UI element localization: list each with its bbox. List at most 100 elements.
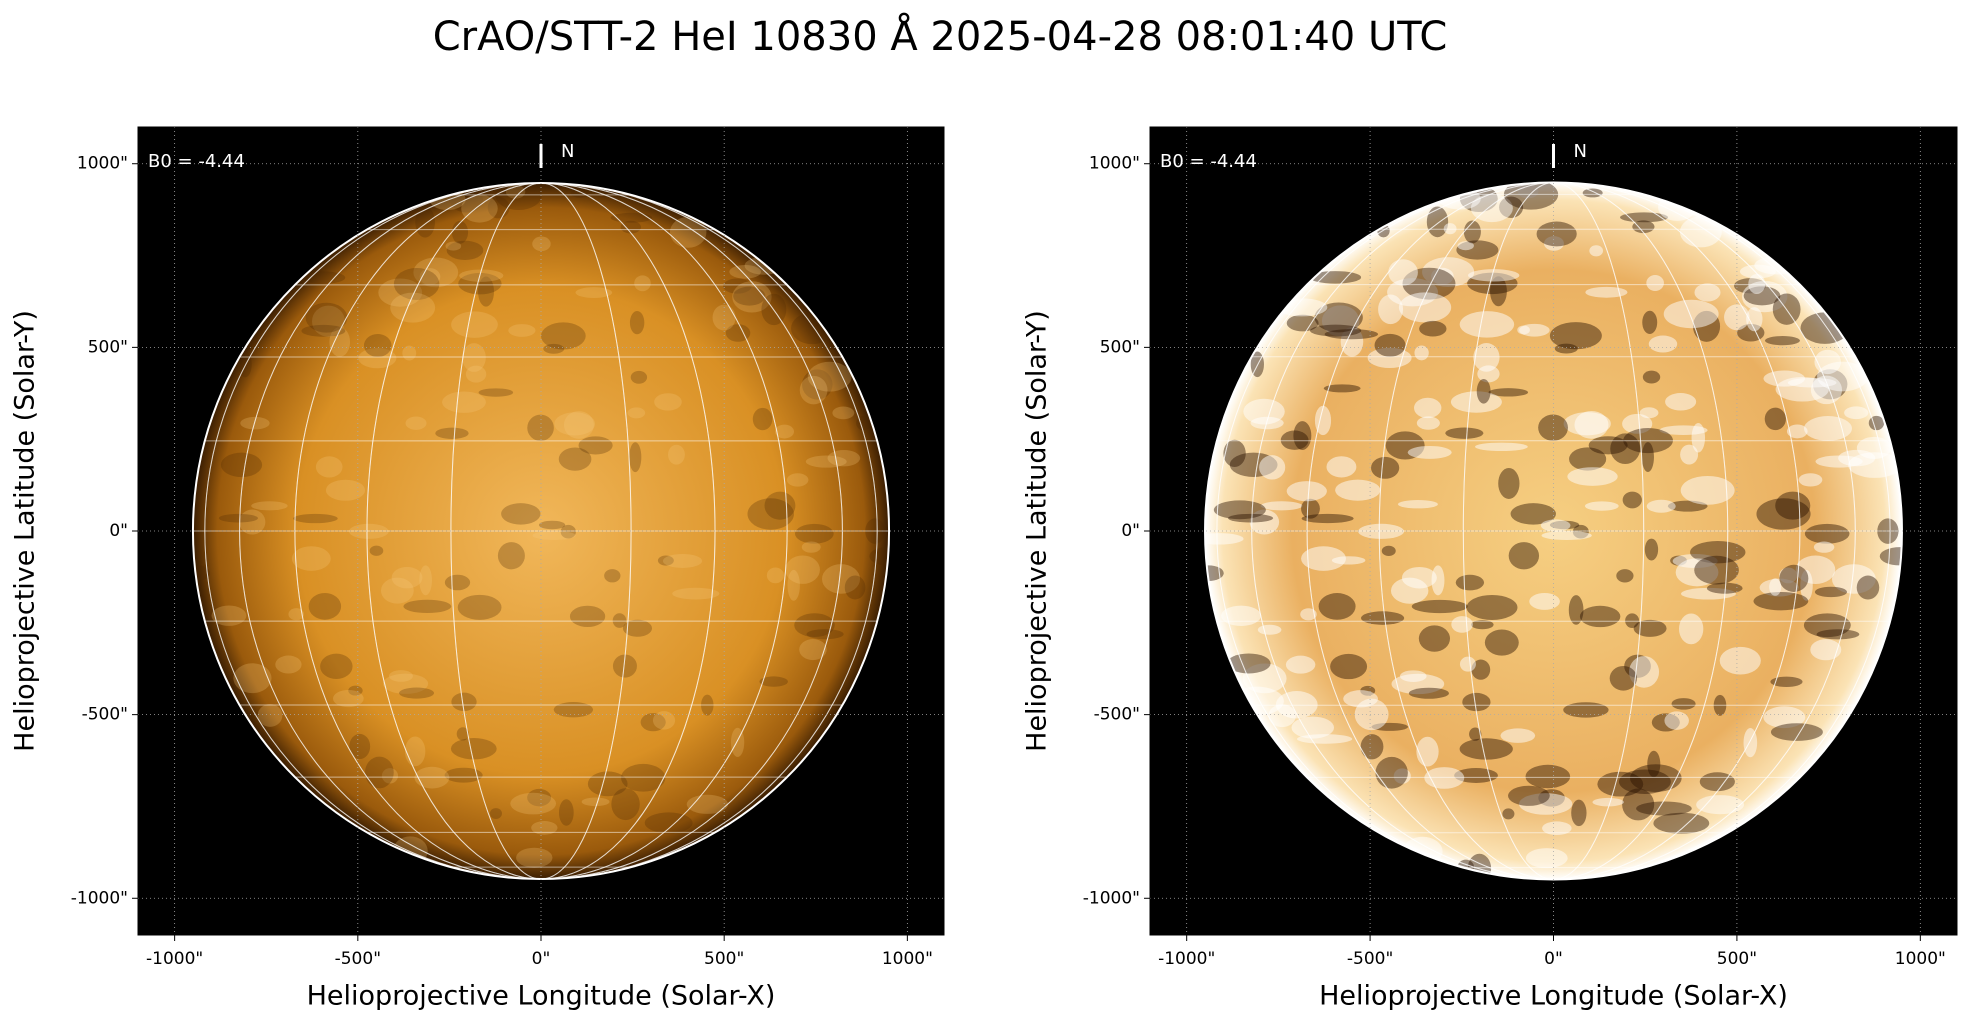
texture-patch (1632, 220, 1655, 234)
texture-patch (1694, 555, 1739, 585)
texture-patch (415, 206, 435, 238)
texture-patch (1763, 370, 1806, 387)
texture-patch (1786, 424, 1808, 439)
texture-patch (1469, 727, 1482, 741)
texture-patch (1463, 220, 1481, 244)
texture-patch (1694, 283, 1721, 302)
texture-patch (1622, 788, 1655, 821)
texture-patch (388, 670, 413, 682)
texture-patch (1393, 768, 1411, 784)
texture-patch (1354, 698, 1389, 731)
texture-patch (358, 347, 397, 369)
texture-patch (629, 442, 642, 473)
texture-patch (1226, 653, 1271, 674)
texture-patch (1391, 673, 1445, 695)
texture-patch (604, 569, 621, 583)
texture-patch (1609, 665, 1638, 691)
texture-patch (1675, 558, 1719, 587)
annotation: B0 = -4.44 (148, 151, 245, 172)
texture-patch (1285, 655, 1316, 674)
texture-patch (1291, 716, 1335, 739)
texture-patch (553, 701, 594, 718)
texture-patch (240, 416, 270, 430)
texture-patch (1680, 444, 1699, 465)
texture-patch (532, 236, 551, 252)
texture-patch (1476, 378, 1491, 404)
texture-patch (560, 524, 576, 539)
texture-patch (1205, 565, 1224, 581)
texture-patch (1323, 384, 1361, 393)
texture-patch (1641, 442, 1654, 473)
texture-patch (333, 689, 364, 708)
texture-patch (747, 498, 794, 530)
texture-patch (1525, 764, 1571, 789)
texture-patch (1431, 565, 1445, 596)
texture-patch (1228, 513, 1274, 523)
texture-patch (391, 566, 423, 589)
texture-patch (516, 847, 553, 868)
texture-patch (1314, 405, 1332, 436)
texture-patch (1314, 302, 1363, 333)
texture-patch (644, 812, 693, 834)
texture-patch (856, 416, 871, 431)
texture-patch (1804, 523, 1850, 544)
texture-patch (1549, 322, 1602, 350)
texture-patch (1381, 545, 1396, 556)
texture-patch (1331, 556, 1366, 565)
texture-patch (456, 727, 469, 741)
texture-patch (1678, 613, 1704, 645)
plot-frame (1149, 126, 1958, 936)
texture-patch (1540, 519, 1571, 532)
texture-patch (1775, 491, 1811, 520)
texture-patch (1416, 736, 1439, 767)
texture-patch (1856, 575, 1880, 600)
texture-patch (1525, 848, 1568, 869)
texture-patch (764, 491, 796, 520)
texture-patch (1739, 264, 1776, 279)
texture-patch (1419, 320, 1447, 337)
texture-patch (1770, 723, 1823, 741)
texture-patch (1459, 311, 1515, 338)
texture-patch (1630, 764, 1682, 792)
texture-patch (275, 655, 302, 674)
texture-patch (1696, 795, 1745, 815)
north-label: N (1574, 141, 1587, 162)
texture-patch (657, 555, 674, 566)
texture-patch (527, 788, 552, 807)
texture-patch (1584, 501, 1619, 511)
texture-patch (1664, 711, 1689, 730)
texture-patch (1816, 629, 1860, 640)
texture-patch (532, 530, 576, 541)
texture-patch (414, 766, 450, 789)
texture-patch (192, 565, 211, 581)
texture-patch (413, 257, 459, 288)
texture-patch (288, 608, 305, 621)
texture-patch (554, 412, 596, 436)
texture-patch (634, 275, 651, 292)
texture-patch (1466, 594, 1518, 620)
texture-patch (531, 821, 558, 835)
texture-patch (251, 501, 288, 511)
texture-patch (1582, 188, 1603, 198)
texture-patch (805, 455, 847, 468)
texture-patch (300, 271, 346, 284)
texture-patch (403, 599, 452, 614)
texture-patch (1502, 808, 1515, 820)
texture-patch (1378, 294, 1404, 325)
texture-patch (1473, 342, 1500, 372)
texture-patch (672, 587, 720, 600)
texture-patch (806, 629, 844, 640)
texture-patch (732, 281, 772, 313)
texture-patch (1470, 193, 1513, 223)
x-axis-label: Helioprojective Longitude (Solar-X) (307, 981, 776, 1012)
texture-patch (1748, 273, 1766, 294)
texture-patch (1498, 467, 1520, 499)
texture-patch (233, 663, 272, 694)
y-tick-label: 500" (88, 337, 128, 357)
y-tick-label: 500" (1100, 337, 1140, 357)
texture-patch (1642, 370, 1661, 384)
texture-patch (1579, 605, 1621, 628)
texture-patch (1459, 738, 1513, 760)
x-tick-label: 1000" (882, 949, 933, 969)
